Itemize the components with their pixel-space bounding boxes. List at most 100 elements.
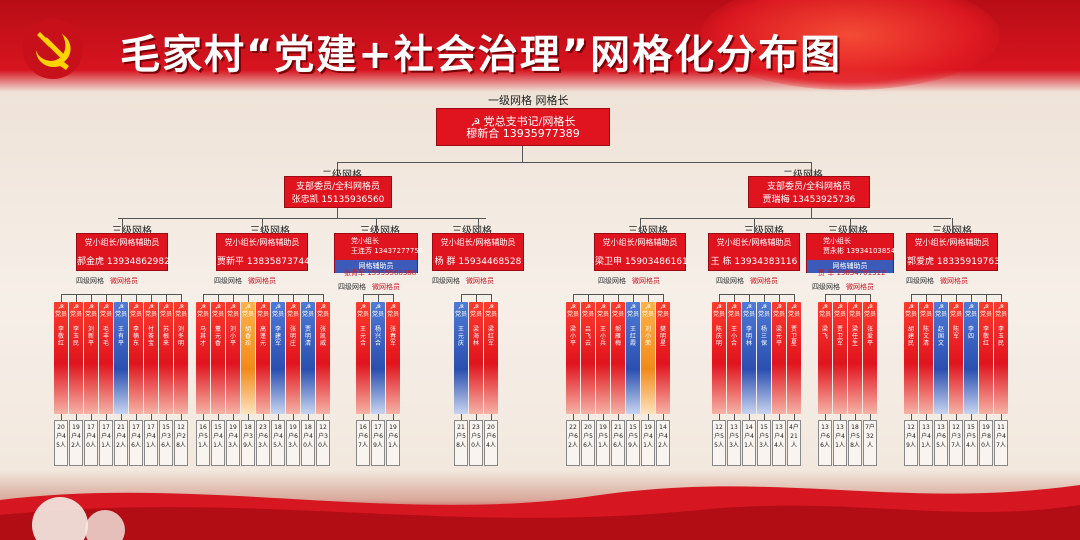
level3-label-3: 三级网格 — [360, 226, 400, 237]
connector-line — [248, 414, 249, 420]
member-caption: ☭ 党员 — [454, 303, 468, 319]
connector-line — [956, 294, 957, 302]
connector-line — [323, 294, 324, 302]
connector-line — [181, 414, 182, 420]
household-count: 13户41人 — [919, 420, 933, 466]
member-name: 薰元香 — [214, 326, 221, 347]
connector-line — [633, 414, 634, 420]
connector-line — [106, 414, 107, 420]
household-count: 15户54人 — [964, 420, 978, 466]
level3-box-7: 党小组长 贾永彬 13934103854 网格辅助员 — [806, 233, 895, 273]
member-type: 党员 — [833, 311, 846, 318]
member-type: 党员 — [611, 311, 624, 318]
member-caption: ☭ 党员 — [196, 304, 210, 319]
level3-name3-7: 贾 军 13834701312 — [818, 269, 886, 277]
member-name: 梁任生 — [851, 326, 858, 347]
connector-line — [491, 294, 492, 302]
party-star-icon: ☭ — [922, 303, 930, 311]
member-type: 党员 — [84, 311, 97, 318]
grid-member-card: ☭ 党员 郝雁梅 — [611, 302, 625, 414]
party-emblem-icon — [23, 19, 83, 79]
connector-line — [855, 294, 856, 302]
household-count: 14户41人 — [742, 420, 756, 466]
member-caption: ☭ 党员 — [316, 304, 330, 319]
connector-line — [764, 414, 765, 420]
connector-line — [248, 294, 249, 302]
grid-member-card: ☭ 党员 刘小荣 — [641, 302, 655, 414]
member-name: 李四 — [967, 326, 974, 340]
level3-role-1: 党小组长/网格辅助员 — [84, 238, 160, 247]
connector-line — [476, 294, 477, 302]
decorative-wave — [0, 485, 1080, 540]
member-type: 党员 — [144, 311, 157, 318]
connector-line — [719, 414, 720, 420]
level3-role-8: 党小组长/网格辅助员 — [914, 238, 990, 247]
member-type: 党员 — [256, 311, 269, 318]
household-count: 21户42人 — [114, 420, 128, 466]
member-name: 李建军 — [274, 326, 281, 347]
household-count: 13户41人 — [833, 420, 847, 466]
level2-name-phone-right: 贾瑞梅 13453925736 — [762, 195, 856, 205]
member-caption: ☭ 党员 — [818, 304, 832, 319]
member-name: 李敬红 — [982, 326, 989, 347]
grid-member-card: ☭ 党员 杨兴合 — [371, 302, 385, 414]
level2-name-phone-left: 张忠凯 15135936560 — [291, 195, 385, 205]
household-count: 11户47人 — [994, 420, 1008, 466]
connector-line — [263, 414, 264, 420]
member-caption: ☭ 党员 — [727, 304, 741, 319]
party-star-icon: ☭ — [472, 303, 480, 311]
connector-line — [122, 218, 123, 233]
grid-member-card: ☭ 党员 张爱平 — [863, 302, 877, 414]
household-count: 12户55人 — [712, 420, 726, 466]
member-caption: ☭ 党员 — [626, 304, 640, 319]
level4-label-2: 四级网格 微网格员 — [214, 277, 276, 285]
member-name: 刘小荣 — [644, 326, 651, 347]
level3-box-3: 党小组长 王连芳 13437277756 网格辅助员 — [334, 233, 423, 273]
member-name: 王有平 — [117, 326, 124, 347]
connector-line — [719, 294, 794, 295]
grid-member-card: ☭ 党员 李玉民 — [69, 302, 83, 414]
connector-line — [233, 414, 234, 420]
party-star-icon: ☭ — [389, 303, 397, 311]
member-type: 党员 — [641, 311, 654, 318]
member-type: 党员 — [712, 311, 725, 318]
member-type: 党员 — [994, 311, 1007, 318]
party-star-icon: ☭ — [87, 303, 95, 311]
household-count: 15户59人 — [626, 420, 640, 466]
level3-sub-7: 网格辅助员 — [807, 260, 893, 273]
grid-member-card: ☭ 党员 胡建民 — [904, 302, 918, 414]
party-star-icon: ☭ — [745, 303, 753, 311]
party-star-icon: ☭ — [57, 303, 65, 311]
party-star-icon: ☭ — [289, 303, 297, 311]
member-caption: ☭ 党员 — [484, 304, 498, 319]
member-name: 刘冬明 — [177, 326, 184, 347]
connector-line — [911, 414, 912, 420]
level2-role-right: 支部委员/全科网格员 — [766, 182, 852, 192]
grid-member-card: ☭ 党员 王元庆 — [454, 302, 468, 414]
member-caption: ☭ 党员 — [833, 304, 847, 319]
member-caption: ☭ 党员 — [144, 304, 158, 319]
connector-line — [203, 294, 204, 302]
member-caption: ☭ 党员 — [656, 304, 670, 319]
member-name: 陈庆明 — [715, 326, 722, 347]
member-type: 党员 — [742, 311, 755, 318]
party-star-icon: ☭ — [457, 303, 465, 311]
connector-line — [218, 414, 219, 420]
level4-label-5: 四级网格 微网格员 — [598, 277, 660, 285]
grid-member-card: ☭ 党员 张凯威 — [316, 302, 330, 414]
party-star-icon: ☭ — [177, 303, 185, 311]
member-type: 党员 — [979, 311, 992, 318]
level4-label-6: 四级网格 微网格员 — [716, 277, 778, 285]
member-type: 党员 — [99, 311, 112, 318]
member-type: 党员 — [129, 311, 142, 318]
connector-line — [61, 294, 62, 302]
connector-line — [476, 414, 477, 420]
level3-box-6: 党小组长/网格辅助员 王 栋 13934383116 — [708, 233, 800, 271]
member-type: 党员 — [904, 311, 917, 318]
party-star-icon: ☭ — [952, 303, 960, 311]
member-type: 党员 — [848, 311, 861, 318]
connector-line — [825, 294, 826, 302]
grid-member-card: ☭ 党员 李楠东 — [129, 302, 143, 414]
connector-line — [825, 294, 870, 295]
connector-line — [764, 294, 765, 302]
